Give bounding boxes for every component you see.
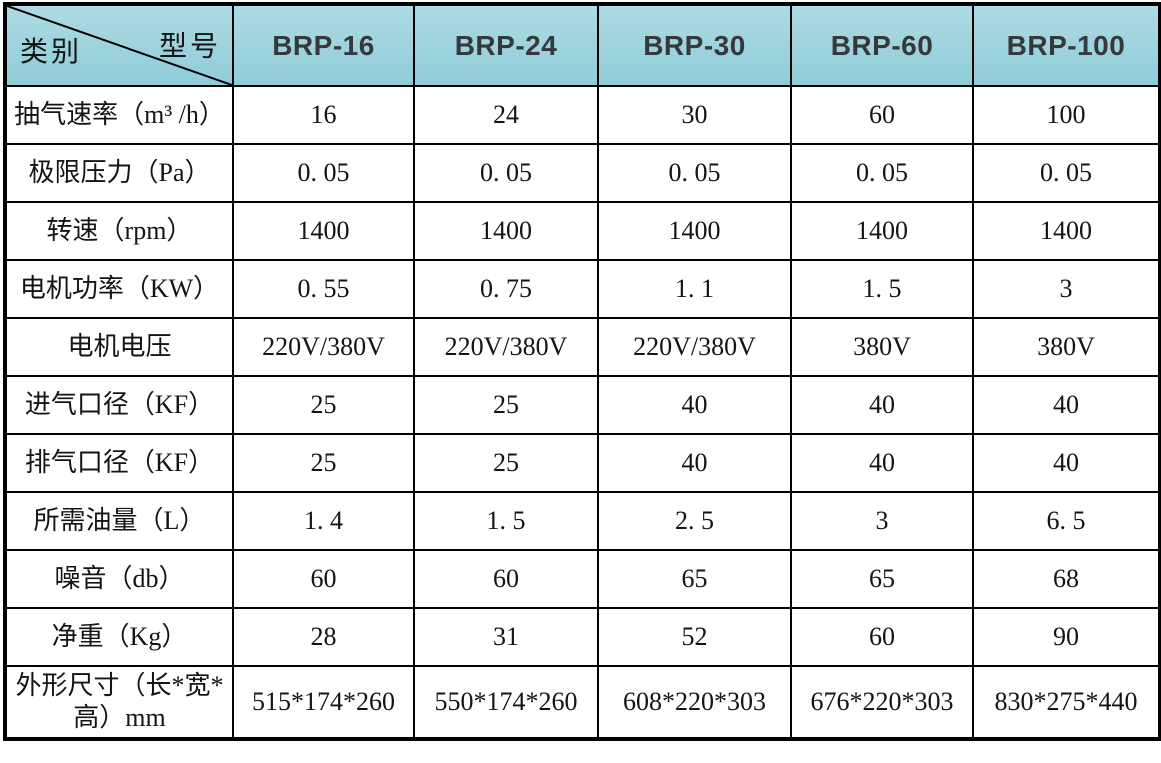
table-row-ultimate-pressure: 极限压力（Pa） 0. 05 0. 05 0. 05 0. 05 0. 05 <box>4 143 1161 203</box>
spec-cell: 100 <box>972 85 1161 145</box>
table-row-inlet-diameter: 进气口径（KF） 25 25 40 40 40 <box>4 375 1161 435</box>
row-label: 进气口径（KF） <box>4 375 234 435</box>
spec-cell: 1400 <box>413 201 599 261</box>
spec-cell: 60 <box>790 607 974 667</box>
spec-cell: 3 <box>790 491 974 551</box>
diagonal-divider <box>7 6 232 85</box>
spec-cell: 220V/380V <box>413 317 599 377</box>
corner-header-cell: 类别 型号 <box>4 3 234 87</box>
row-label: 抽气速率（m³ /h） <box>4 85 234 145</box>
table-row-rotation-speed: 转速（rpm） 1400 1400 1400 1400 1400 <box>4 201 1161 261</box>
spec-cell: 676*220*303 <box>790 665 974 740</box>
spec-cell: 0. 05 <box>790 143 974 203</box>
column-header-brp-30: BRP-30 <box>597 3 792 87</box>
spec-cell: 1. 5 <box>790 259 974 319</box>
row-label: 净重（Kg） <box>4 607 234 667</box>
row-label: 电机功率（KW） <box>4 259 234 319</box>
spec-cell: 515*174*260 <box>232 665 415 740</box>
table-row-outlet-diameter: 排气口径（KF） 25 25 40 40 40 <box>4 433 1161 493</box>
table-row-oil-capacity: 所需油量（L） 1. 4 1. 5 2. 5 3 6. 5 <box>4 491 1161 551</box>
row-label: 所需油量（L） <box>4 491 234 551</box>
spec-cell: 65 <box>597 549 792 609</box>
spec-cell: 40 <box>972 375 1161 435</box>
spec-cell: 1. 1 <box>597 259 792 319</box>
spec-cell: 1400 <box>790 201 974 261</box>
spec-cell: 40 <box>972 433 1161 493</box>
spec-cell: 0. 05 <box>972 143 1161 203</box>
header-row: 类别 型号 BRP-16 BRP-24 BRP-30 BRP-60 BRP-10… <box>4 3 1161 87</box>
row-label: 排气口径（KF） <box>4 433 234 493</box>
spec-cell: 40 <box>790 433 974 493</box>
spec-cell: 60 <box>232 549 415 609</box>
spec-cell: 380V <box>790 317 974 377</box>
table-row-motor-voltage: 电机电压 220V/380V 220V/380V 220V/380V 380V … <box>4 317 1161 377</box>
spec-cell: 90 <box>972 607 1161 667</box>
spec-cell: 1400 <box>597 201 792 261</box>
spec-cell: 28 <box>232 607 415 667</box>
spec-cell: 830*275*440 <box>972 665 1161 740</box>
row-label: 噪音（db） <box>4 549 234 609</box>
corner-model-label: 型号 <box>158 30 221 62</box>
column-header-brp-16: BRP-16 <box>232 3 415 87</box>
spec-cell: 0. 55 <box>232 259 415 319</box>
spec-cell: 40 <box>597 433 792 493</box>
table-row-net-weight: 净重（Kg） 28 31 52 60 90 <box>4 607 1161 667</box>
spec-cell: 1400 <box>972 201 1161 261</box>
spec-cell: 52 <box>597 607 792 667</box>
spec-cell: 1. 4 <box>232 491 415 551</box>
table-row-motor-power: 电机功率（KW） 0. 55 0. 75 1. 1 1. 5 3 <box>4 259 1161 319</box>
table-row-noise: 噪音（db） 60 60 65 65 68 <box>4 549 1161 609</box>
spec-cell: 25 <box>413 433 599 493</box>
row-label: 转速（rpm） <box>4 201 234 261</box>
spec-cell: 25 <box>232 375 415 435</box>
spec-cell: 1400 <box>232 201 415 261</box>
column-header-brp-100: BRP-100 <box>972 3 1161 87</box>
spec-cell: 0. 75 <box>413 259 599 319</box>
spec-cell: 6. 5 <box>972 491 1161 551</box>
spec-cell: 3 <box>972 259 1161 319</box>
spec-cell: 0. 05 <box>413 143 599 203</box>
spec-cell: 60 <box>413 549 599 609</box>
column-header-brp-24: BRP-24 <box>413 3 599 87</box>
spec-cell: 40 <box>597 375 792 435</box>
spec-cell: 31 <box>413 607 599 667</box>
spec-cell: 16 <box>232 85 415 145</box>
row-label: 外形尺寸（长*宽*高）mm <box>4 665 234 740</box>
spec-cell: 1. 5 <box>413 491 599 551</box>
spec-cell: 60 <box>790 85 974 145</box>
column-header-brp-60: BRP-60 <box>790 3 974 87</box>
spec-cell: 608*220*303 <box>597 665 792 740</box>
spec-cell: 220V/380V <box>597 317 792 377</box>
table-row-dimensions: 外形尺寸（长*宽*高）mm 515*174*260 550*174*260 60… <box>4 665 1161 740</box>
spec-cell: 25 <box>413 375 599 435</box>
row-label: 电机电压 <box>4 317 234 377</box>
table-row-pumping-speed: 抽气速率（m³ /h） 16 24 30 60 100 <box>4 85 1161 145</box>
spec-cell: 0. 05 <box>232 143 415 203</box>
spec-cell: 25 <box>232 433 415 493</box>
spec-cell: 24 <box>413 85 599 145</box>
spec-cell: 30 <box>597 85 792 145</box>
spec-cell: 0. 05 <box>597 143 792 203</box>
row-label: 极限压力（Pa） <box>4 143 234 203</box>
spec-table: 类别 型号 BRP-16 BRP-24 BRP-30 BRP-60 BRP-10… <box>3 2 1161 741</box>
corner-category-label: 类别 <box>20 36 83 68</box>
spec-cell: 550*174*260 <box>413 665 599 740</box>
spec-cell: 2. 5 <box>597 491 792 551</box>
spec-cell: 220V/380V <box>232 317 415 377</box>
spec-cell: 65 <box>790 549 974 609</box>
spec-cell: 68 <box>972 549 1161 609</box>
spec-cell: 380V <box>972 317 1161 377</box>
spec-cell: 40 <box>790 375 974 435</box>
